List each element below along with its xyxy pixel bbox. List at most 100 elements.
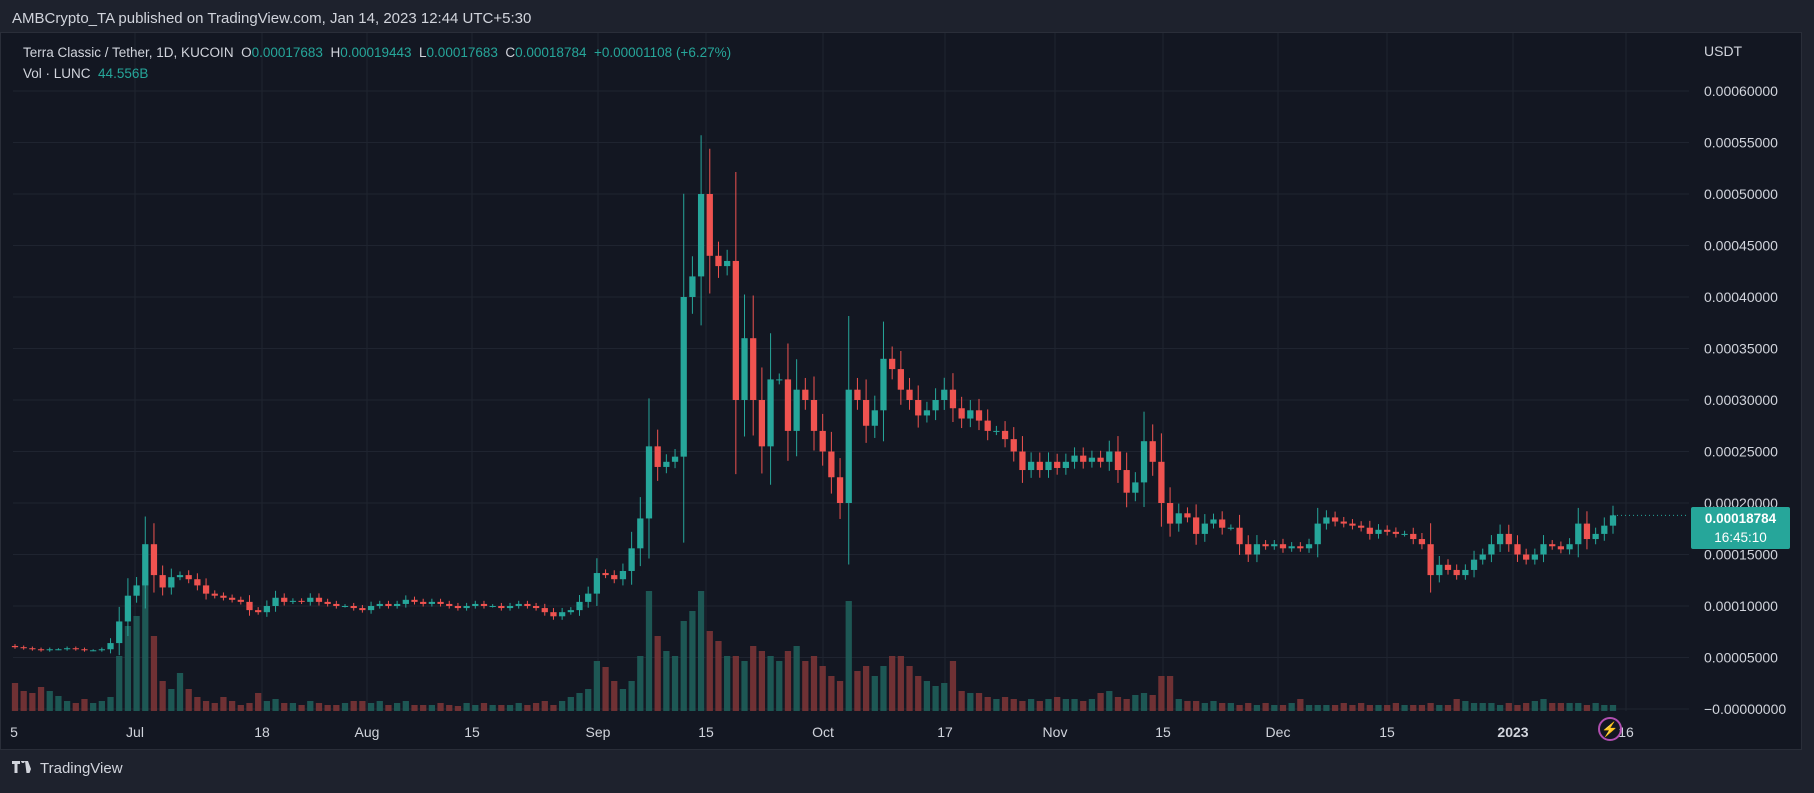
volume-bar (228, 701, 236, 711)
volume-bar (376, 701, 383, 711)
volume-bar (1193, 701, 1200, 711)
candle-body (176, 575, 184, 578)
candle-body (767, 379, 774, 447)
candle-body (819, 430, 826, 452)
candle-body (559, 612, 566, 617)
candle-body (1601, 525, 1608, 534)
volume-bar (1566, 703, 1573, 711)
candle-body (637, 518, 644, 549)
symbol-title[interactable]: Terra Classic / Tether, 1D, KUCOIN (23, 45, 234, 60)
volume-bar (11, 683, 19, 711)
volume-bar (1323, 705, 1330, 711)
tradingview-brand[interactable]: TradingView (40, 760, 123, 777)
candle-body (645, 446, 653, 519)
time-tick-label: 18 (254, 724, 270, 740)
candle-body (967, 410, 974, 419)
volume-bar (1236, 705, 1243, 711)
volume-bar (1297, 699, 1304, 711)
volume-bar (975, 693, 983, 711)
candle-body (1140, 441, 1148, 483)
candle-body (1496, 533, 1504, 545)
candle-body (289, 600, 297, 602)
candle-body (576, 601, 583, 611)
candle-body (845, 389, 852, 503)
volume-bar (124, 626, 132, 711)
lightning-icon[interactable]: ⚡ (1598, 717, 1622, 741)
low-value: 0.00017683 (426, 45, 498, 60)
volume-bar (1097, 693, 1104, 711)
volume-bar (1201, 703, 1208, 711)
volume-bar (81, 699, 88, 711)
volume-bar (567, 697, 574, 711)
candle-body (1062, 461, 1069, 468)
volume-bar (854, 671, 861, 711)
last-price-tag: 0.00018784 16:45:10 (1691, 507, 1790, 549)
volume-bar (1592, 703, 1599, 711)
candle-body (784, 379, 792, 431)
volume-bar (1418, 705, 1426, 711)
candle-body (1271, 544, 1278, 547)
volume-bar (1080, 701, 1087, 711)
candle-body (923, 410, 931, 416)
volume-bar (784, 651, 792, 711)
volume-bar (1375, 705, 1382, 711)
candle-body (1366, 527, 1373, 534)
volume-label[interactable]: Vol · LUNC (23, 66, 91, 81)
time-tick-label: 15 (1379, 724, 1395, 740)
candle-body (1557, 546, 1565, 550)
candle-body (1305, 544, 1313, 549)
volume-bar (63, 701, 71, 711)
candle-body (862, 400, 870, 426)
candle-body (550, 612, 557, 617)
ohlc-legend: Terra Classic / Tether, 1D, KUCOIN O0.00… (23, 45, 731, 60)
volume-bar (1540, 699, 1547, 711)
candle-body (1166, 503, 1174, 524)
volume-bar (1149, 695, 1156, 711)
volume-bar (897, 656, 904, 711)
volume-bar (255, 693, 262, 711)
volume-bar (98, 701, 105, 711)
candle-body (211, 593, 218, 596)
volume-bar (428, 705, 435, 711)
volume-legend: Vol · LUNC 44.556B (23, 66, 148, 81)
volume-bar (1132, 695, 1139, 711)
volume-bar (1088, 699, 1096, 711)
volume-bar (828, 676, 835, 711)
candle-body (1392, 531, 1400, 534)
volume-bar (185, 689, 192, 711)
candle-body (185, 575, 192, 580)
candle-body (889, 358, 896, 370)
volume-bar (315, 703, 323, 711)
candle-body (802, 389, 809, 400)
volume-bars (11, 581, 1617, 711)
time-tick-label: 16 (1618, 724, 1634, 740)
candlestick-chart[interactable]: 0.00060000 0.00055000 0.00050000 0.00045000… (1, 33, 1801, 749)
candle-body (315, 597, 323, 602)
candle-body (394, 603, 401, 606)
candle-body (1331, 517, 1339, 522)
bar-countdown: 16:45:10 (1714, 530, 1767, 545)
candle-body (1462, 569, 1469, 576)
time-tick-label: 15 (464, 724, 480, 740)
open-value: 0.00017683 (251, 45, 323, 60)
price-tick-label: 0.00035000 (1704, 341, 1778, 357)
chart-frame[interactable]: 0.00060000 0.00055000 0.00050000 0.00045000… (0, 32, 1802, 750)
candle-body (385, 603, 392, 606)
candle-body (1427, 544, 1434, 576)
volume-bar (1549, 703, 1556, 711)
time-tick-label: Nov (1043, 724, 1068, 740)
candle-body (1036, 461, 1043, 471)
candle-body (897, 369, 904, 390)
volume-bar (90, 703, 97, 711)
candle-body (454, 606, 462, 609)
candle-body (1045, 461, 1052, 471)
tradingview-logo-icon (12, 759, 34, 777)
candle-body (915, 400, 922, 416)
price-tick-label: 0.00025000 (1704, 444, 1778, 460)
volume-bar (559, 701, 566, 711)
candle-body (402, 599, 409, 604)
price-tick-label: 0.00045000 (1704, 238, 1778, 254)
candle-body (689, 276, 696, 297)
candle-body (1088, 457, 1096, 462)
volume-bar (480, 703, 488, 711)
